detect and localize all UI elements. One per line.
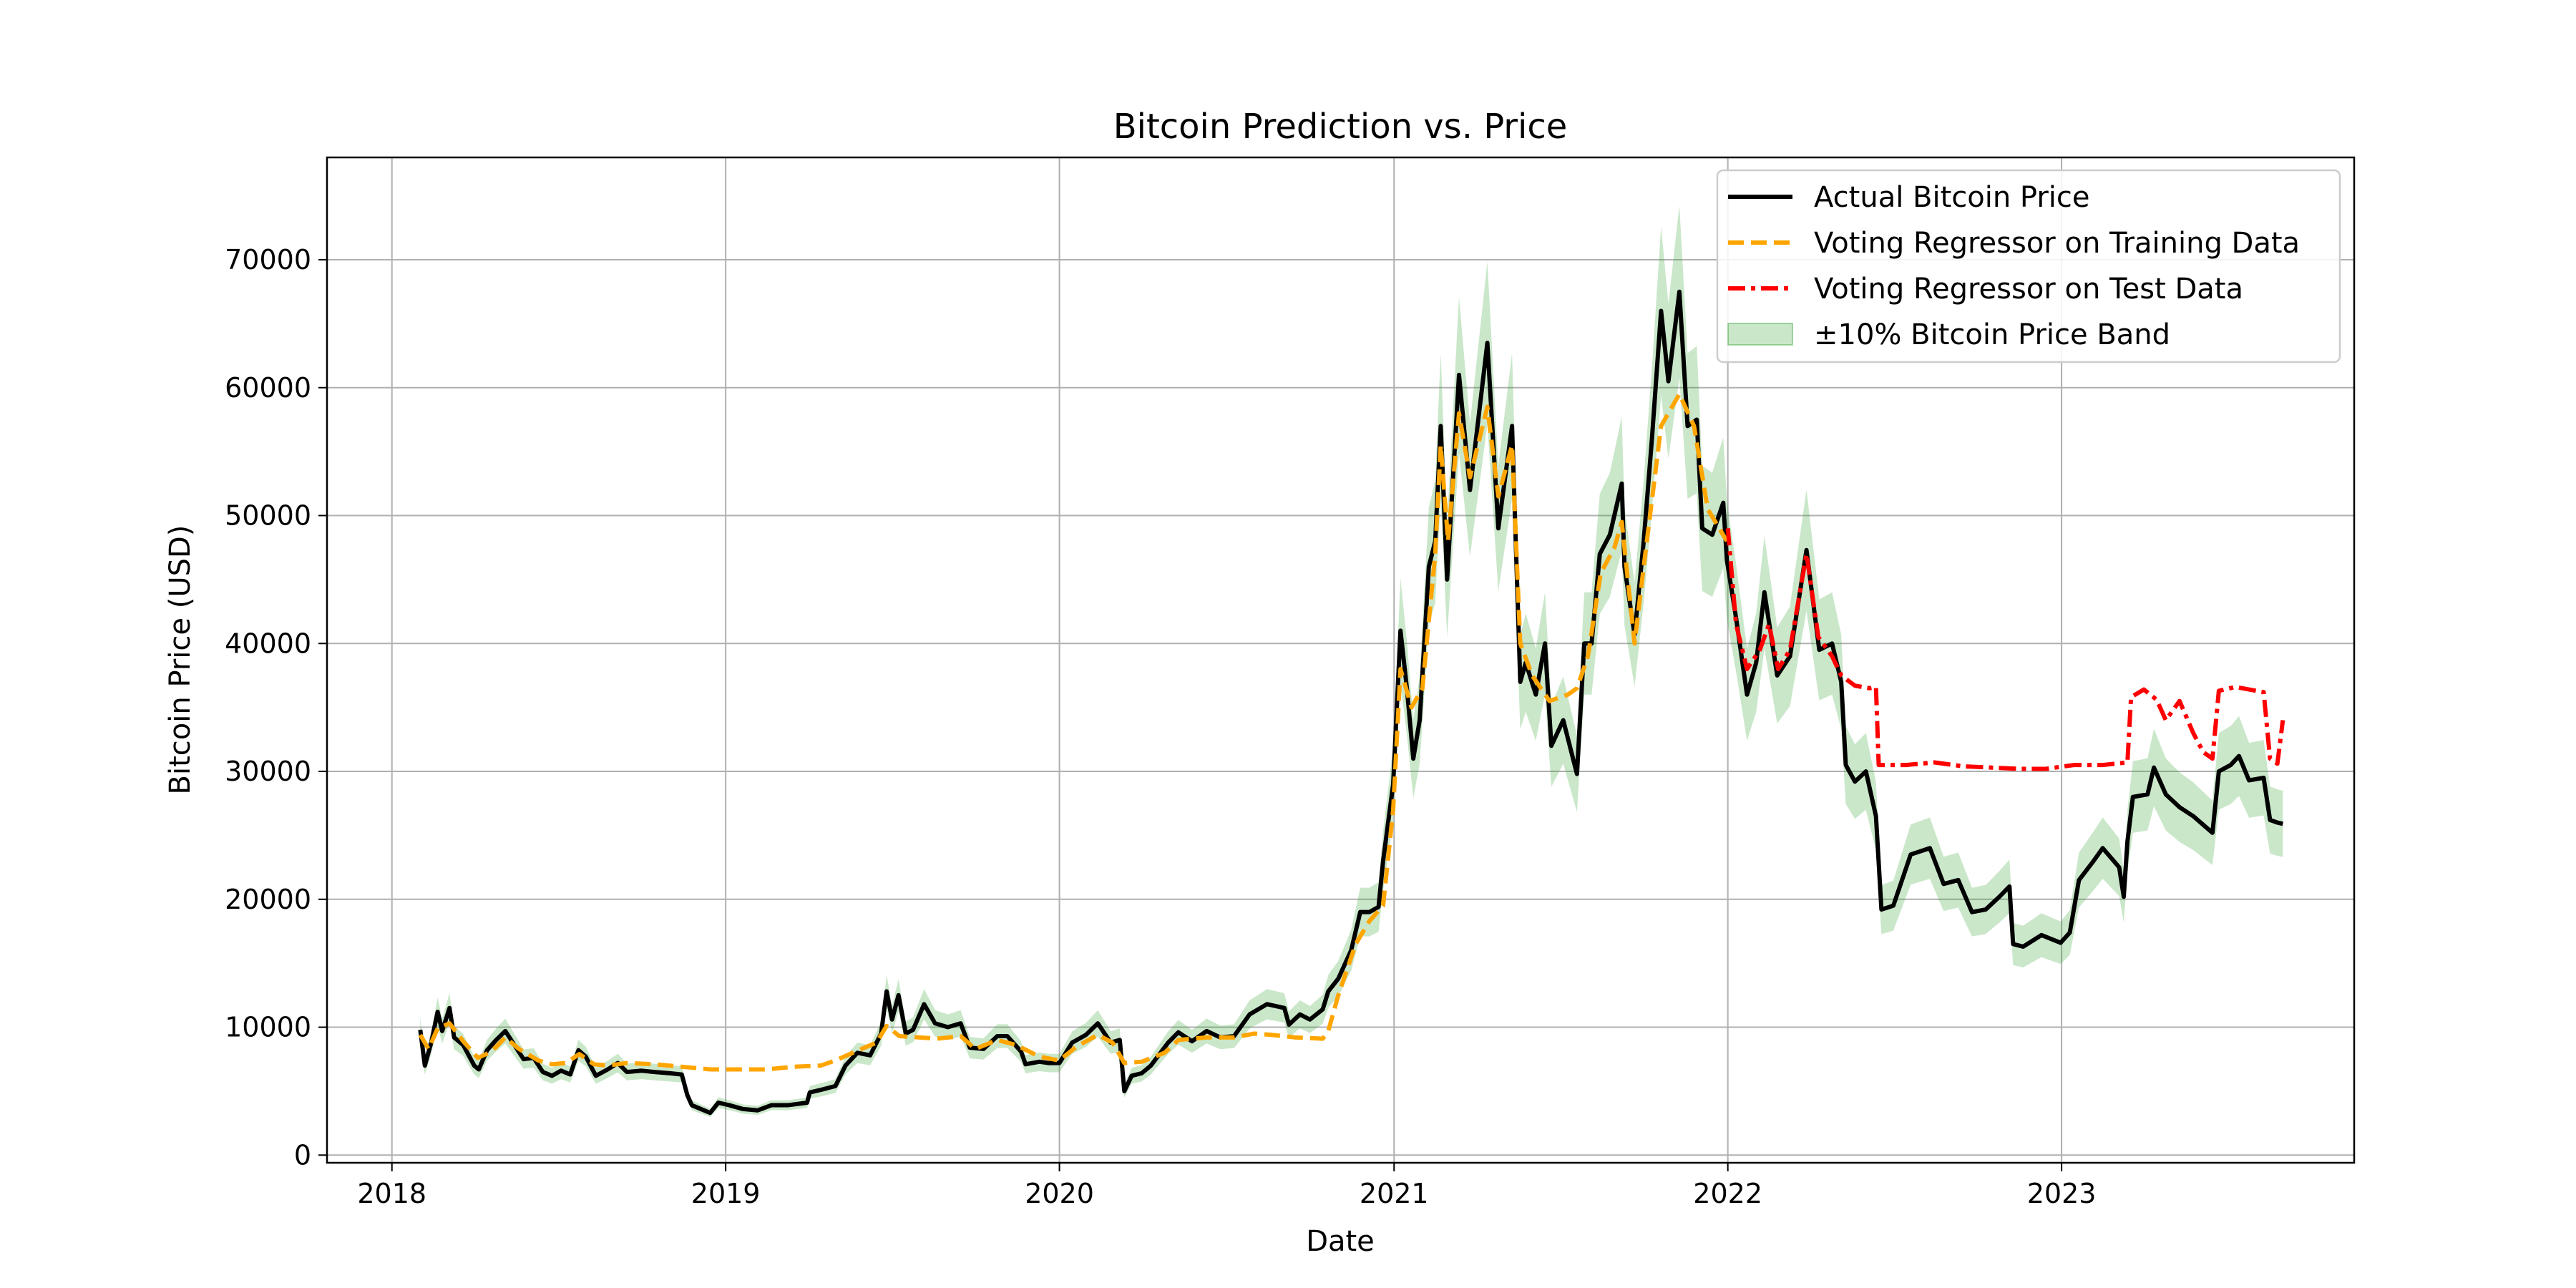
x-tick-label-2020: 2020 bbox=[1025, 1178, 1094, 1209]
legend-box bbox=[1716, 169, 2341, 364]
training-prediction-line bbox=[418, 391, 1729, 1072]
x-tick-label-2022: 2022 bbox=[1693, 1178, 1762, 1209]
actual-price-line bbox=[418, 289, 2284, 1116]
chart-title: Bitcoin Prediction vs. Price bbox=[1113, 107, 1568, 147]
legend-label-band: ±10% Bitcoin Price Band bbox=[1814, 318, 2170, 351]
x-tick-label-2021: 2021 bbox=[1360, 1178, 1429, 1209]
y-tick-label-40000: 40000 bbox=[225, 628, 311, 659]
y-axis-label: Bitcoin Price (USD) bbox=[164, 525, 197, 795]
x-tick-label-2019: 2019 bbox=[691, 1178, 761, 1209]
x-tick-label-2018: 2018 bbox=[357, 1178, 426, 1209]
price-band bbox=[420, 205, 2283, 1118]
x-axis-label: Date bbox=[1306, 1225, 1375, 1258]
y-tick-label-70000: 70000 bbox=[225, 244, 311, 275]
y-tick-label-60000: 60000 bbox=[225, 372, 311, 404]
legend-label-test: Voting Regressor on Test Data bbox=[1814, 273, 2243, 306]
plot-frame bbox=[326, 156, 2356, 1164]
legend-label-training: Voting Regressor on Training Data bbox=[1814, 227, 2300, 260]
series-lines bbox=[418, 289, 2285, 1116]
legend-label-actual: Actual Bitcoin Price bbox=[1814, 181, 2090, 214]
legend-swatch-band bbox=[1727, 323, 1793, 346]
legend: Actual Bitcoin Price Voting Regressor on… bbox=[1716, 169, 2341, 364]
y-tick-label-10000: 10000 bbox=[225, 1012, 311, 1043]
x-tick-label-2023: 2023 bbox=[2027, 1178, 2097, 1209]
price-band-area bbox=[420, 205, 2283, 1118]
x-axis: 2018 2019 2020 2021 2022 2023 bbox=[357, 1163, 2096, 1209]
y-tick-label-0: 0 bbox=[294, 1139, 311, 1171]
grid bbox=[327, 157, 2354, 1163]
y-tick-label-30000: 30000 bbox=[225, 756, 311, 787]
y-axis: 0 10000 20000 30000 40000 50000 60000 70000 bbox=[225, 244, 327, 1171]
y-tick-label-50000: 50000 bbox=[225, 500, 311, 532]
y-tick-label-20000: 20000 bbox=[225, 884, 311, 915]
